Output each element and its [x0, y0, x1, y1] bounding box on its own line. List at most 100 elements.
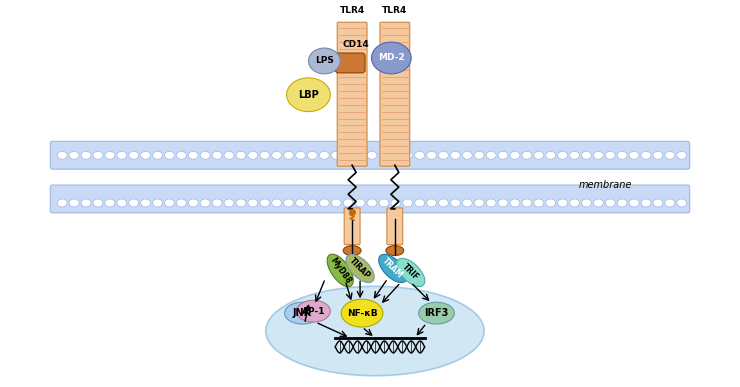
Ellipse shape: [236, 151, 246, 159]
Ellipse shape: [224, 199, 234, 207]
Ellipse shape: [653, 199, 663, 207]
Ellipse shape: [386, 246, 404, 255]
Text: TRAM: TRAM: [381, 257, 405, 281]
Ellipse shape: [617, 199, 627, 207]
Ellipse shape: [379, 254, 407, 283]
Ellipse shape: [510, 151, 520, 159]
Text: membrane: membrane: [579, 180, 632, 190]
Ellipse shape: [332, 199, 341, 207]
Ellipse shape: [419, 302, 454, 324]
Ellipse shape: [677, 199, 687, 207]
Ellipse shape: [474, 199, 484, 207]
FancyBboxPatch shape: [344, 208, 360, 245]
Text: CD14: CD14: [343, 40, 369, 49]
Ellipse shape: [510, 199, 520, 207]
Ellipse shape: [665, 199, 675, 207]
Ellipse shape: [486, 199, 496, 207]
Text: JNK: JNK: [293, 308, 312, 318]
Ellipse shape: [486, 151, 496, 159]
Ellipse shape: [593, 151, 603, 159]
FancyBboxPatch shape: [337, 22, 367, 166]
Ellipse shape: [248, 151, 258, 159]
FancyBboxPatch shape: [50, 141, 690, 169]
Ellipse shape: [307, 151, 317, 159]
FancyBboxPatch shape: [335, 53, 365, 73]
Ellipse shape: [355, 199, 365, 207]
Ellipse shape: [283, 151, 294, 159]
Ellipse shape: [272, 199, 282, 207]
Ellipse shape: [341, 299, 383, 327]
Ellipse shape: [286, 78, 330, 111]
Text: MyD88: MyD88: [328, 256, 352, 285]
Ellipse shape: [307, 199, 317, 207]
Ellipse shape: [403, 199, 413, 207]
Ellipse shape: [141, 199, 150, 207]
Ellipse shape: [593, 199, 603, 207]
Ellipse shape: [283, 199, 294, 207]
Ellipse shape: [152, 199, 163, 207]
Ellipse shape: [665, 151, 675, 159]
Ellipse shape: [391, 151, 401, 159]
Ellipse shape: [343, 246, 361, 255]
Ellipse shape: [439, 151, 448, 159]
Ellipse shape: [260, 151, 269, 159]
Ellipse shape: [212, 199, 222, 207]
Ellipse shape: [545, 151, 556, 159]
Ellipse shape: [236, 199, 246, 207]
FancyBboxPatch shape: [380, 22, 410, 166]
Ellipse shape: [57, 199, 67, 207]
Ellipse shape: [212, 151, 222, 159]
Ellipse shape: [545, 199, 556, 207]
Ellipse shape: [272, 151, 282, 159]
Ellipse shape: [297, 300, 330, 322]
Ellipse shape: [57, 151, 67, 159]
Ellipse shape: [451, 151, 460, 159]
Ellipse shape: [379, 151, 388, 159]
Ellipse shape: [426, 151, 437, 159]
Text: TLR4: TLR4: [340, 6, 365, 15]
Ellipse shape: [69, 199, 79, 207]
Ellipse shape: [343, 151, 353, 159]
Ellipse shape: [260, 199, 269, 207]
Ellipse shape: [176, 151, 186, 159]
Ellipse shape: [201, 199, 210, 207]
Ellipse shape: [129, 199, 138, 207]
Ellipse shape: [462, 199, 472, 207]
Text: LPS: LPS: [315, 57, 334, 65]
Ellipse shape: [367, 199, 377, 207]
Ellipse shape: [391, 199, 401, 207]
Ellipse shape: [605, 199, 615, 207]
Text: TIRAP: TIRAP: [348, 256, 372, 281]
Ellipse shape: [295, 199, 306, 207]
Ellipse shape: [152, 151, 163, 159]
Ellipse shape: [343, 199, 353, 207]
Ellipse shape: [439, 199, 448, 207]
Ellipse shape: [522, 199, 532, 207]
Ellipse shape: [629, 151, 639, 159]
Ellipse shape: [188, 151, 198, 159]
Ellipse shape: [164, 199, 175, 207]
FancyBboxPatch shape: [387, 208, 403, 245]
Ellipse shape: [355, 151, 365, 159]
Ellipse shape: [346, 254, 374, 283]
Ellipse shape: [224, 151, 234, 159]
Ellipse shape: [81, 151, 91, 159]
Ellipse shape: [582, 151, 591, 159]
Ellipse shape: [266, 286, 484, 376]
Ellipse shape: [582, 199, 591, 207]
Ellipse shape: [69, 151, 79, 159]
Ellipse shape: [248, 199, 258, 207]
Ellipse shape: [641, 151, 651, 159]
Ellipse shape: [522, 151, 532, 159]
Ellipse shape: [327, 254, 353, 287]
Ellipse shape: [498, 151, 508, 159]
Ellipse shape: [371, 42, 411, 74]
Ellipse shape: [117, 151, 127, 159]
Ellipse shape: [617, 151, 627, 159]
Ellipse shape: [677, 151, 687, 159]
Ellipse shape: [462, 151, 472, 159]
Ellipse shape: [295, 151, 306, 159]
Ellipse shape: [367, 151, 377, 159]
Ellipse shape: [451, 199, 460, 207]
Ellipse shape: [285, 302, 320, 324]
